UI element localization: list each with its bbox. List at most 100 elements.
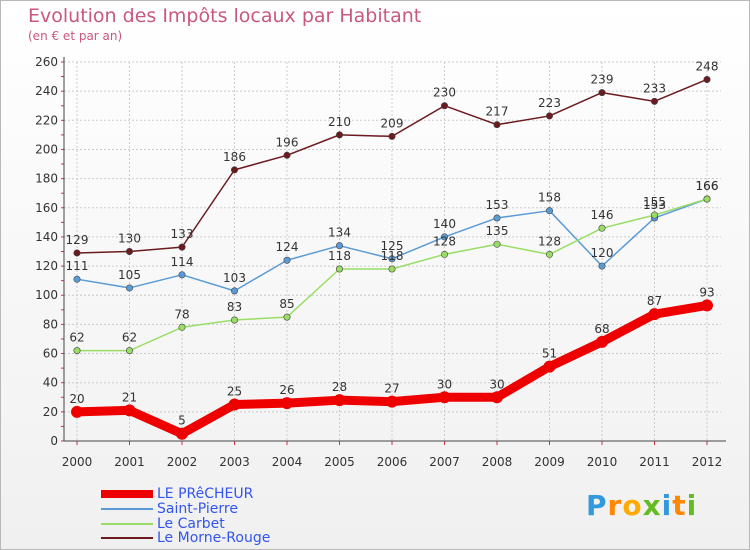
data-point [545, 207, 553, 215]
data-point [71, 405, 83, 418]
data-label: 133 [171, 227, 194, 241]
x-tick-label: 2001 [114, 455, 145, 469]
data-point [231, 166, 239, 174]
data-label: 140 [433, 217, 456, 231]
data-point [283, 313, 291, 321]
data-label: 196 [276, 135, 299, 149]
data-point [545, 250, 553, 258]
legend-label: Saint-Pierre [157, 501, 238, 517]
data-label: 93 [699, 285, 714, 299]
data-point [701, 299, 713, 312]
data-point [388, 132, 396, 140]
series-lines [71, 75, 713, 440]
data-label: 21 [122, 390, 137, 404]
data-point [283, 151, 291, 159]
y-tick-label: 40 [43, 376, 58, 390]
data-point [178, 243, 186, 251]
x-tick-label: 2010 [587, 455, 618, 469]
data-point [438, 391, 451, 404]
data-label: 5 [178, 414, 186, 428]
proxiti-logo: Proxiti [586, 489, 697, 522]
legend-item-le-precheur[interactable]: LE PRêCHEUR [101, 486, 253, 502]
data-point [598, 262, 606, 270]
data-point [228, 398, 241, 411]
data-label: 20 [69, 392, 84, 406]
x-tick-label: 2004 [272, 455, 303, 469]
data-point [493, 214, 501, 222]
legend-item-saint-pierre[interactable]: Saint-Pierre [101, 501, 238, 517]
logo-letter: i [686, 489, 698, 522]
data-label: 62 [69, 331, 84, 345]
data-label: 155 [643, 195, 666, 209]
data-label: 209 [381, 116, 404, 130]
legend-swatch [101, 508, 153, 510]
data-point [493, 121, 501, 129]
data-point [440, 102, 448, 110]
logo-letter: o [622, 489, 643, 522]
data-point [335, 131, 343, 139]
data-label: 248 [696, 59, 719, 73]
data-point [545, 112, 553, 120]
y-tick-label: 60 [43, 347, 58, 361]
data-point [178, 323, 186, 331]
data-label: 28 [332, 380, 347, 394]
data-label: 166 [696, 179, 719, 193]
data-label: 68 [594, 322, 609, 336]
data-point [73, 249, 81, 257]
data-label: 111 [66, 259, 89, 273]
y-tick-label: 0 [50, 434, 58, 448]
data-label: 217 [486, 105, 509, 119]
x-tick-label: 2005 [324, 455, 355, 469]
data-label: 153 [643, 198, 666, 212]
x-tick-label: 2006 [377, 455, 408, 469]
data-point [231, 316, 239, 324]
y-tick-label: 20 [43, 405, 58, 419]
data-point [543, 360, 556, 373]
data-point [126, 347, 134, 355]
data-label: 118 [381, 249, 404, 263]
data-point [281, 397, 293, 410]
legend-label: Le Morne-Rouge [157, 530, 271, 546]
data-point [123, 404, 136, 417]
data-label: 87 [647, 294, 662, 308]
data-label: 30 [437, 377, 452, 391]
y-tick-label: 240 [35, 84, 58, 98]
y-tick-label: 160 [35, 201, 58, 215]
data-label: 125 [381, 239, 404, 253]
data-label: 26 [279, 383, 294, 397]
data-point [176, 427, 188, 440]
data-label: 128 [433, 234, 456, 248]
data-point [650, 97, 658, 105]
data-label: 233 [643, 81, 666, 95]
data-point [335, 265, 343, 273]
legend-item-le-morne-rouge[interactable]: Le Morne-Rouge [101, 530, 270, 546]
data-point [598, 224, 606, 232]
data-label: 186 [223, 150, 246, 164]
logo-letter: r [607, 489, 623, 522]
logo-letter: x [642, 489, 662, 522]
data-point [73, 275, 81, 283]
legend-item-le-carbet[interactable]: Le Carbet [101, 516, 225, 532]
chart-subtitle: (en € et par an) [28, 29, 123, 43]
data-label: 124 [276, 240, 299, 254]
data-label: 129 [66, 233, 89, 247]
data-point [178, 271, 186, 279]
data-label: 62 [122, 331, 137, 345]
data-label: 51 [542, 347, 557, 361]
data-label: 30 [489, 377, 504, 391]
logo-letter: P [586, 489, 608, 522]
data-label: 83 [227, 300, 242, 314]
y-tick-label: 120 [35, 259, 58, 273]
chart-title: Evolution des Impôts locaux par Habitant [28, 5, 422, 27]
data-point [703, 195, 711, 203]
data-point [126, 248, 134, 256]
x-tick-label: 2009 [534, 455, 565, 469]
data-label: 78 [174, 307, 189, 321]
data-point [648, 308, 661, 321]
data-point [440, 233, 448, 241]
y-tick-label: 140 [35, 230, 58, 244]
legend-swatch [101, 523, 153, 525]
data-point [493, 240, 501, 248]
